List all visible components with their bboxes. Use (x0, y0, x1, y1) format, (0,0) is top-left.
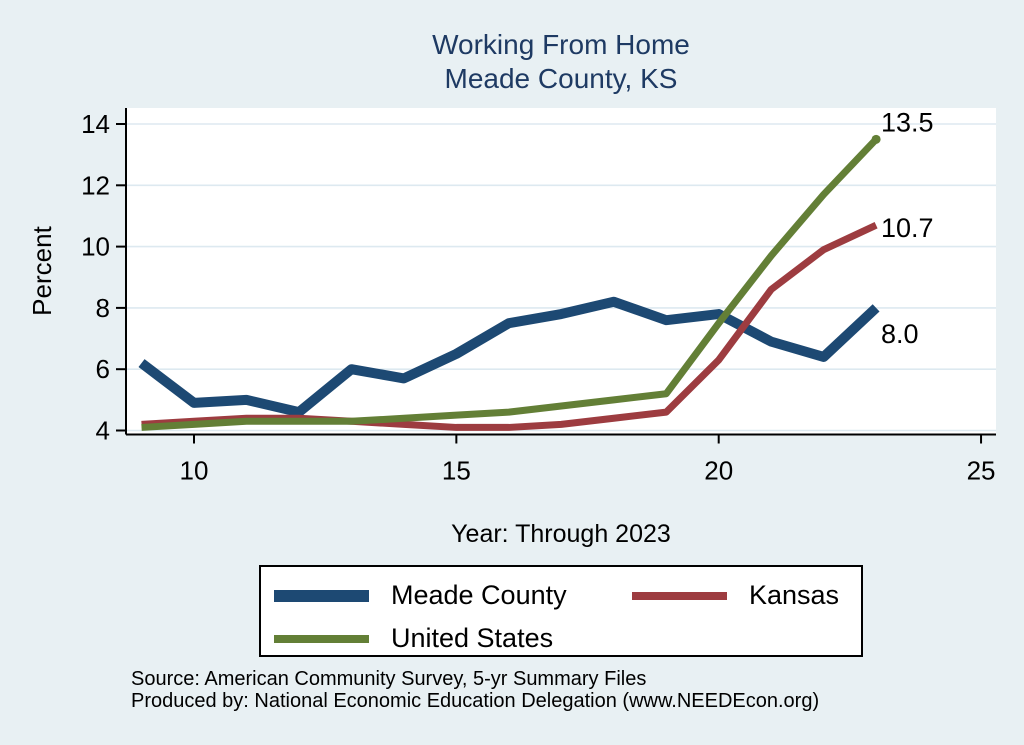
end-value-label-kansas: 10.7 (881, 213, 934, 243)
legend: Meade County Kansas United States (259, 565, 863, 657)
legend-label-meade-county: Meade County (391, 580, 567, 610)
end-value-label-meade-county: 8.0 (881, 319, 919, 349)
legend-item-meade-county: Meade County (274, 573, 567, 618)
legend-item-kansas: Kansas (632, 573, 839, 618)
chart-title: Working From Home Meade County, KS (126, 28, 996, 96)
legend-label-united-states: United States (391, 623, 554, 653)
y-tick-label-4: 4 (96, 416, 110, 446)
chart-title-line1: Working From Home (432, 29, 690, 60)
legend-item-united-states: United States (274, 616, 553, 661)
legend-label-kansas: Kansas (749, 580, 840, 610)
x-axis-title: Year: Through 2023 (451, 520, 671, 548)
meade-county-line-swatch (274, 589, 369, 602)
plot-background (126, 108, 996, 435)
y-axis-title: Percent (27, 226, 57, 316)
y-tick-label-14: 14 (81, 109, 110, 139)
x-tick-label-10: 10 (180, 456, 209, 486)
chart-title-line2: Meade County, KS (444, 63, 678, 94)
x-tick-label-15: 15 (442, 456, 471, 486)
produced-by-line: Produced by: National Economic Education… (131, 690, 820, 712)
y-tick-label-10: 10 (81, 232, 110, 262)
end-value-label-united-states: 13.5 (881, 107, 934, 137)
united-states-line-swatch (274, 634, 369, 643)
kansas-line-swatch (632, 591, 727, 600)
source-note: Source: American Community Survey, 5-yr … (131, 668, 991, 712)
source-line: Source: American Community Survey, 5-yr … (131, 668, 647, 690)
x-tick-label-20: 20 (704, 456, 733, 486)
series-line-united-states (141, 136, 879, 431)
series-end-marker-united-states (871, 134, 881, 144)
y-tick-label-6: 6 (96, 354, 110, 384)
series-line-meade-county (138, 296, 880, 418)
y-tick-label-8: 8 (96, 293, 110, 323)
y-tick-label-12: 12 (81, 170, 110, 200)
x-tick-label-25: 25 (967, 456, 996, 486)
